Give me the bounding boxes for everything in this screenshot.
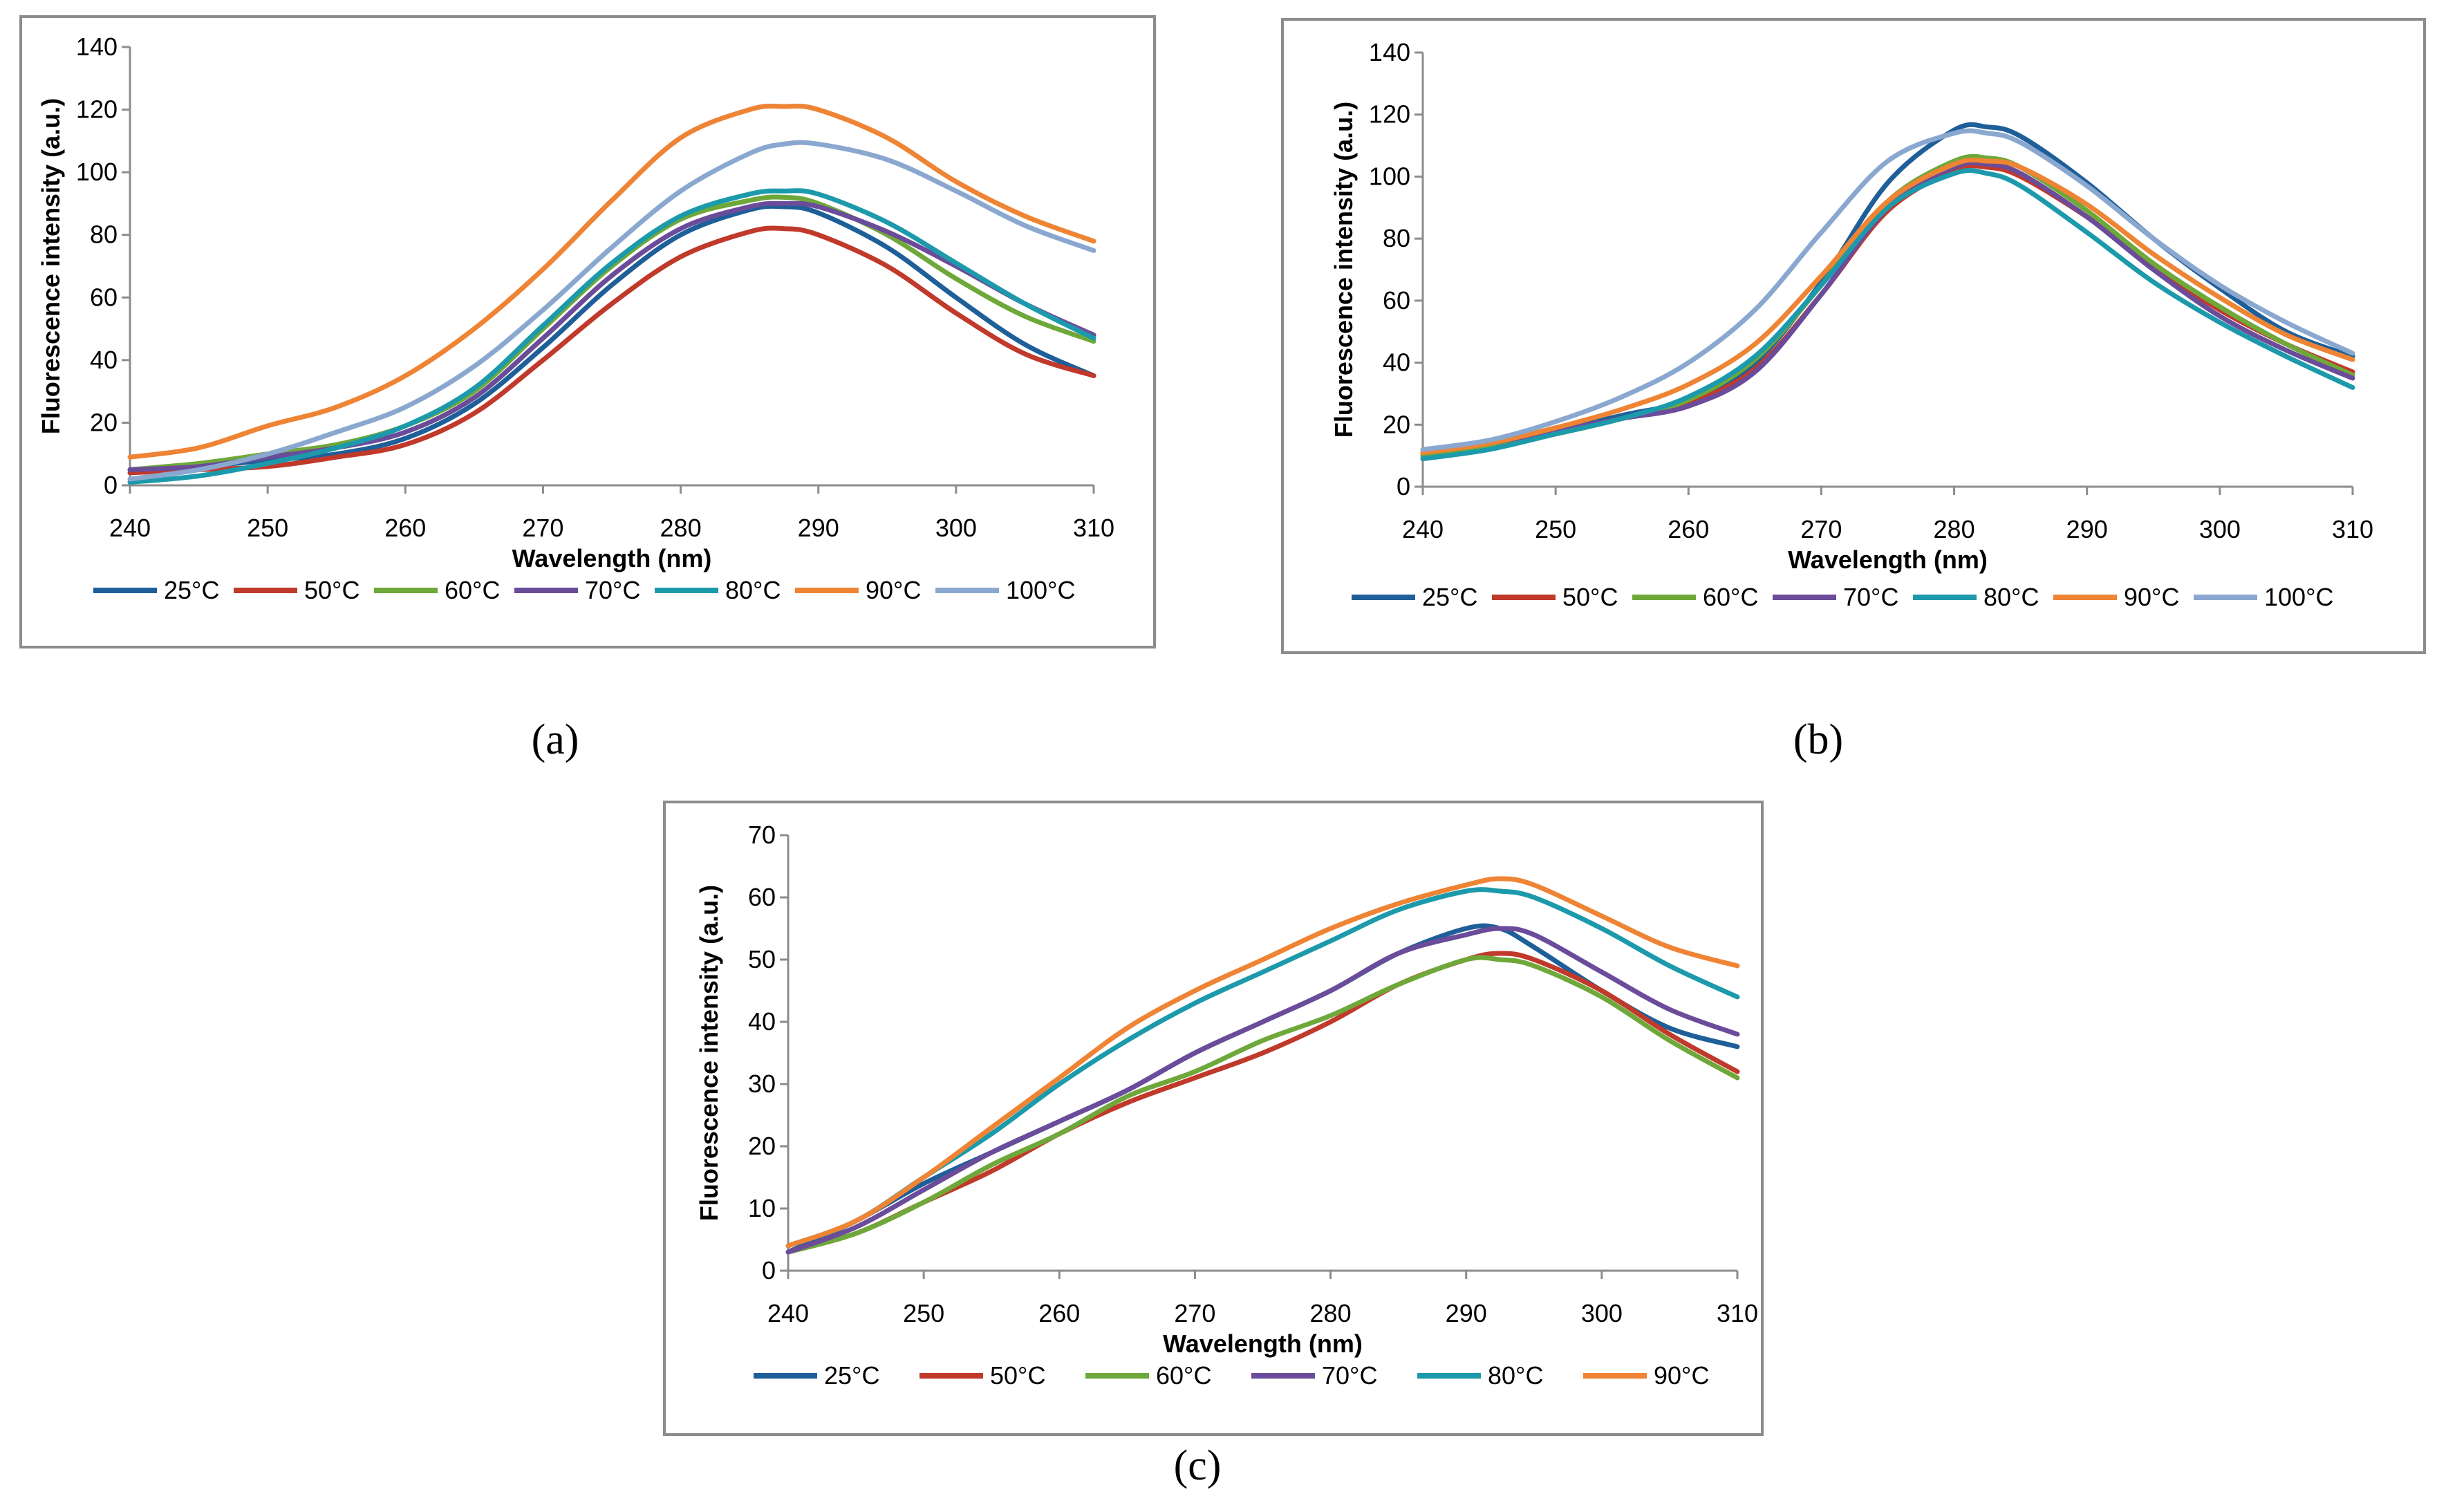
legend-label: 25°C (164, 576, 219, 604)
chart-panel-a: 0 20 40 60 80 100 120 140 240 250 260 270 280 290 300 3… (19, 15, 1156, 648)
y-tick-label: 50 (748, 945, 776, 973)
x-tick-label: 280 (1934, 515, 1975, 543)
series-line-100°C (127, 140, 1096, 482)
x-tick-label: 260 (1668, 515, 1709, 543)
legend-label: 90°C (866, 576, 921, 604)
y-tick-label: 20 (90, 408, 118, 436)
x-tick-label: 250 (903, 1299, 944, 1327)
x-axis-title: Wavelength (nm) (512, 544, 712, 572)
series-line-70°C (785, 926, 1740, 1255)
legend-label: 70°C (1843, 583, 1898, 611)
x-tick-label: 310 (1717, 1299, 1758, 1327)
series-line-80°C (1420, 168, 2355, 462)
y-tick-label: 100 (76, 158, 118, 186)
y-tick-label: 60 (90, 283, 118, 311)
y-tick-label: 140 (1369, 38, 1410, 66)
series-line-25°C (127, 203, 1096, 472)
series-line-50°C (127, 225, 1096, 476)
y-axis-title: Fluorescence intensity (a.u.) (37, 98, 65, 434)
y-tick-label: 60 (1383, 286, 1410, 315)
y-tick-label: 0 (762, 1256, 776, 1285)
x-tick-label: 310 (2332, 515, 2373, 543)
legend-label: 25°C (824, 1361, 879, 1390)
x-tick-label: 240 (767, 1299, 809, 1327)
x-tick-label: 290 (1446, 1299, 1487, 1327)
panel-caption: (c) (1174, 1442, 1222, 1489)
legend: 25°C 50°C 60°C 70°C 80°C 90°C 100°C (93, 576, 1075, 604)
legend-label: 60°C (1156, 1361, 1211, 1390)
y-tick-label: 20 (1383, 410, 1410, 438)
legend-label: 80°C (1488, 1361, 1543, 1390)
legend-label: 50°C (1562, 583, 1618, 611)
legend: 25°C 50°C 60°C 70°C 80°C 90°C (754, 1361, 1709, 1390)
y-tick-label: 100 (1369, 162, 1410, 190)
legend-label: 100°C (2264, 583, 2333, 611)
x-tick-label: 250 (247, 514, 288, 542)
x-tick-label: 300 (935, 514, 977, 542)
legend-label: 60°C (1703, 583, 1758, 611)
x-tick-label: 290 (798, 514, 839, 542)
legend-label: 25°C (1422, 583, 1477, 611)
y-tick-label: 80 (90, 221, 118, 249)
y-tick-label: 70 (748, 821, 776, 849)
y-tick-label: 40 (90, 346, 118, 374)
chart-frame (19, 15, 1156, 648)
y-tick-label: 140 (76, 32, 118, 61)
y-tick-label: 80 (1383, 224, 1410, 252)
x-tick-label: 280 (1310, 1299, 1352, 1327)
x-tick-label: 300 (1581, 1299, 1623, 1327)
legend-label: 90°C (1654, 1361, 1709, 1390)
series-line-90°C (1420, 157, 2355, 456)
x-tick-label: 290 (2066, 515, 2108, 543)
x-tick-label: 280 (660, 514, 702, 542)
y-tick-label: 120 (1369, 100, 1410, 129)
legend-label: 80°C (725, 576, 781, 604)
panel-caption: (a) (532, 716, 579, 763)
y-tick-label: 120 (76, 95, 118, 124)
y-tick-label: 30 (748, 1070, 776, 1098)
y-tick-label: 40 (748, 1007, 776, 1036)
series-line-60°C (785, 955, 1740, 1255)
legend-label: 80°C (1983, 583, 2039, 611)
y-axis-title: Fluorescence intensity (a.u.) (1329, 102, 1358, 438)
x-tick-label: 300 (2199, 515, 2241, 543)
x-tick-label: 270 (1800, 515, 1842, 543)
x-tick-label: 250 (1535, 515, 1576, 543)
legend-label: 90°C (2124, 583, 2179, 611)
chart-panel-b: 0 20 40 60 80 100 120 140 240 250 260 270 280 290 300 3… (1281, 18, 2426, 654)
x-axis-title: Wavelength (nm) (1788, 545, 1988, 574)
x-tick-label: 260 (1038, 1299, 1080, 1327)
x-tick-label: 240 (1402, 515, 1444, 543)
x-tick-label: 240 (109, 514, 151, 542)
y-tick-label: 40 (1383, 348, 1410, 377)
series-line-70°C (127, 200, 1096, 472)
y-axis-title: Fluorescence intensity (a.u.) (695, 885, 723, 1221)
series-line-100°C (1420, 128, 2355, 452)
series-line-90°C (785, 876, 1740, 1249)
legend: 25°C 50°C 60°C 70°C 80°C 90°C 100°C (1352, 583, 2333, 611)
legend-label: 70°C (585, 576, 640, 604)
legend-label: 70°C (1322, 1361, 1377, 1390)
legend-label: 100°C (1006, 576, 1075, 604)
panel-caption: (b) (1793, 716, 1843, 763)
x-tick-label: 270 (1174, 1299, 1215, 1327)
y-tick-label: 20 (748, 1132, 776, 1160)
legend-label: 60°C (445, 576, 500, 604)
y-tick-label: 10 (748, 1194, 776, 1222)
x-tick-label: 270 (522, 514, 563, 542)
series-line-80°C (127, 188, 1096, 485)
chart-panel-c: 0 10 20 30 40 50 60 70 240 250 260 270 280 290 300 310 W… (663, 801, 1764, 1436)
x-tick-label: 310 (1073, 514, 1114, 542)
x-tick-label: 260 (384, 514, 426, 542)
y-tick-label: 0 (104, 471, 118, 499)
y-tick-label: 0 (1397, 472, 1410, 501)
chart-frame (1281, 18, 2426, 654)
y-tick-label: 60 (748, 883, 776, 911)
legend-label: 50°C (990, 1361, 1045, 1390)
legend-label: 50°C (304, 576, 360, 604)
series-line-90°C (127, 103, 1096, 460)
x-axis-title: Wavelength (nm) (1163, 1329, 1363, 1358)
